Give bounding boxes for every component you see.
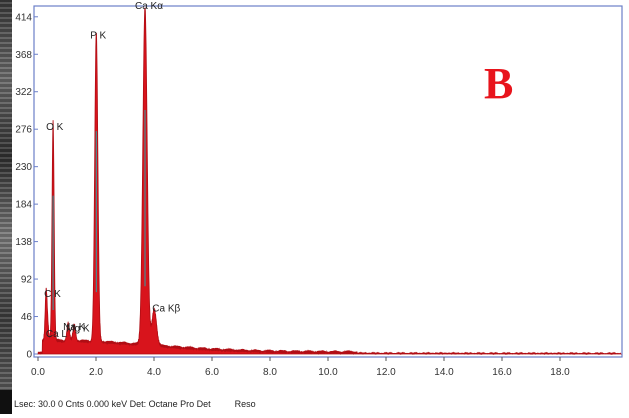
y-tick-label: 322 — [15, 87, 32, 98]
x-tick-label: 18.0 — [550, 367, 570, 378]
x-tick-label: 6.0 — [205, 367, 219, 378]
acquisition-info: Lsec: 30.0 0 Cnts 0.000 keV Det: Octane … — [14, 399, 211, 409]
y-tick-label: 368 — [15, 50, 32, 61]
peak-label: Ca Kα — [135, 1, 163, 12]
x-tick-label: 0.0 — [31, 367, 45, 378]
y-tick-label: 0 — [26, 350, 32, 361]
resolution-label: Reso — [234, 399, 256, 409]
spectrum-area — [37, 7, 623, 356]
y-tick-label: 46 — [21, 312, 33, 323]
x-tick-label: 2.0 — [89, 367, 103, 378]
eds-spectrum-chart: 0 46 92 138 184 230 276 322 368 414 0.0 2.0 4.0 6.0 8… — [15, 1, 623, 378]
x-tick-label: 14.0 — [434, 367, 454, 378]
x-tick-label: 12.0 — [376, 367, 396, 378]
image-edge-strip — [0, 0, 12, 394]
x-tick-label: 10.0 — [318, 367, 338, 378]
x-axis-ticks: 0.0 2.0 4.0 6.0 8.0 10.0 12.0 14.0 16.0 18.0 — [31, 357, 570, 378]
peak-label: O K — [46, 122, 64, 133]
x-tick-label: 8.0 — [263, 367, 277, 378]
y-tick-label: 138 — [15, 237, 32, 248]
peak-label: Mg K — [66, 324, 90, 335]
y-tick-label: 276 — [15, 125, 32, 136]
x-tick-label: 4.0 — [147, 367, 161, 378]
y-tick-label: 184 — [15, 200, 32, 211]
peak-label: P K — [90, 30, 106, 41]
plot-frame — [33, 5, 623, 358]
peak-label: C K — [44, 289, 61, 300]
y-tick-label: 230 — [15, 162, 32, 173]
panel-letter: B — [484, 59, 514, 108]
spectrum-footer: Lsec: 30.0 0 Cnts 0.000 keV Det: Octane … — [14, 394, 614, 414]
y-axis-ticks: 0 46 92 138 184 230 276 322 368 414 — [15, 12, 38, 361]
peak-labels: C K Ca L O K Na KMg K P K Ca Kα Ca Kβ — [44, 1, 180, 340]
y-tick-label: 414 — [15, 12, 32, 23]
y-tick-label: 92 — [21, 275, 33, 286]
peak-label: Na K — [63, 322, 86, 333]
x-tick-label: 16.0 — [492, 367, 512, 378]
peak-label: Ca L — [46, 329, 68, 340]
peak-highlights — [52, 110, 146, 311]
peak-label: Ca Kβ — [152, 303, 180, 314]
image-edge-notch — [0, 390, 12, 414]
